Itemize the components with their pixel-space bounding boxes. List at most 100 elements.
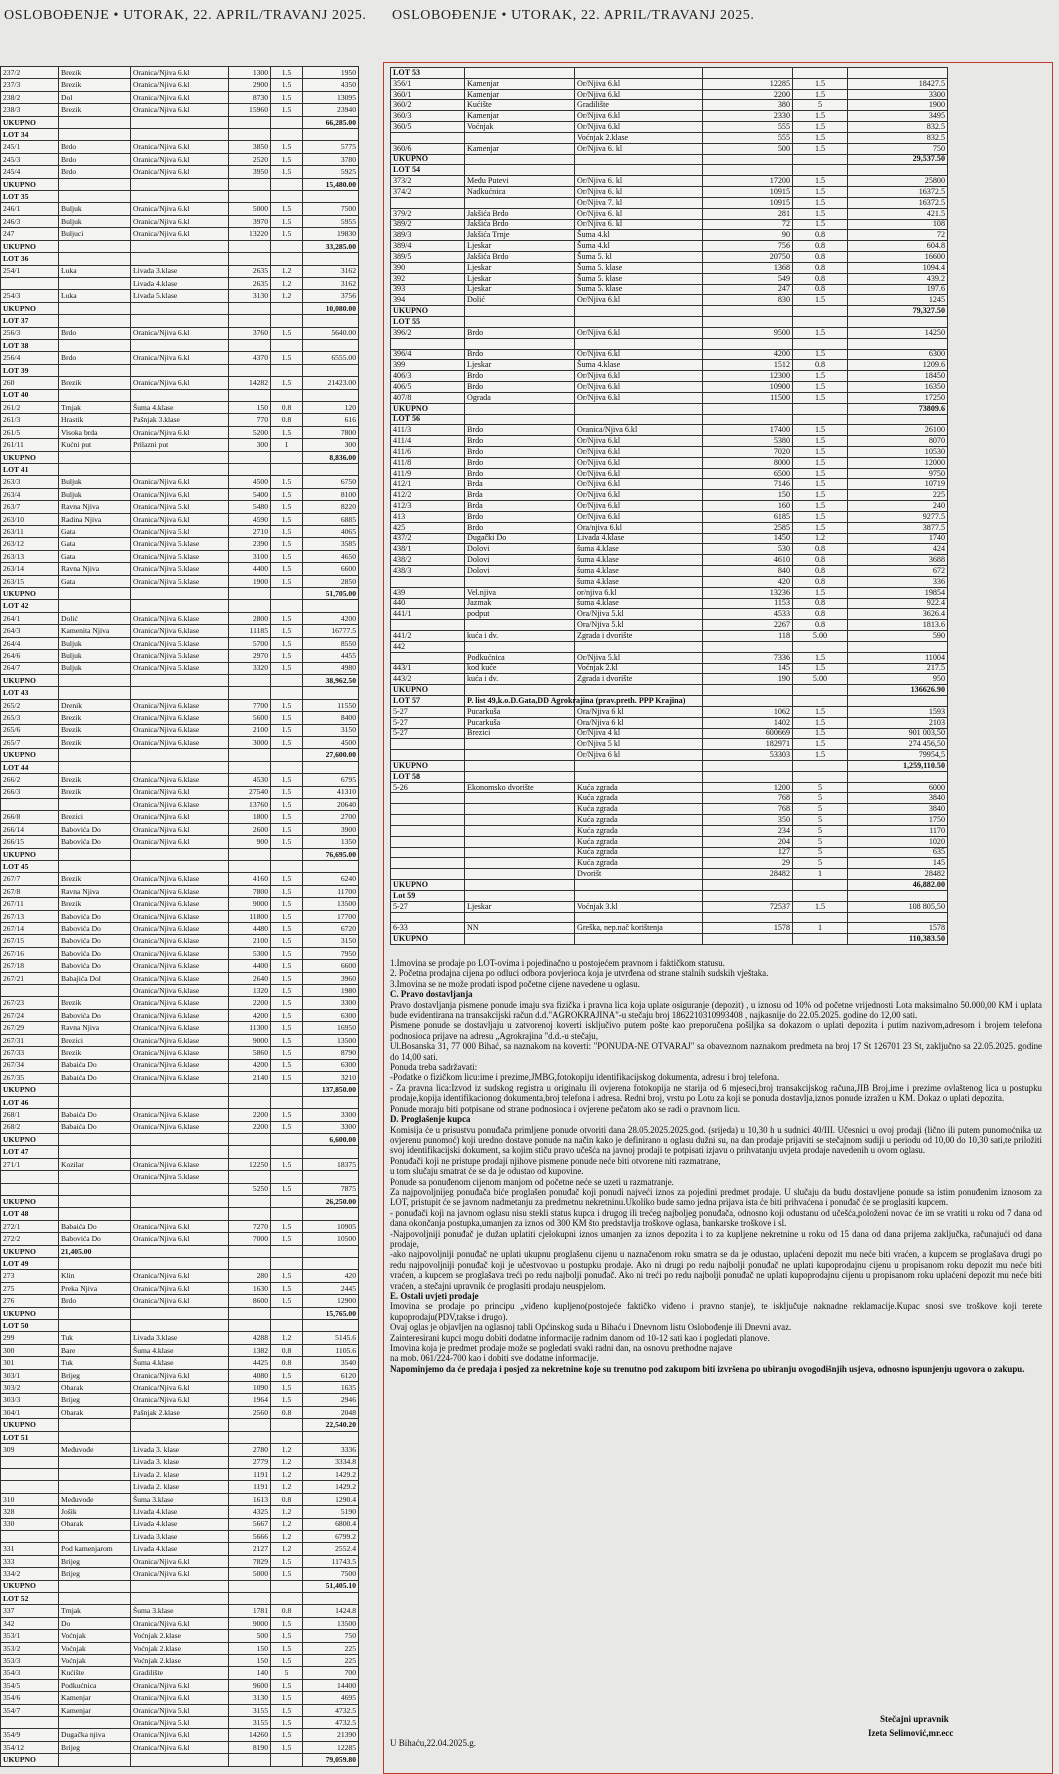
table-cell: Dol: [58, 90, 131, 105]
table-cell: UKUPNO: [0, 301, 59, 316]
table-cell: 832.5: [847, 131, 948, 144]
table-cell: Buljuk: [58, 475, 131, 489]
table-cell: 1200: [702, 781, 793, 794]
table-cell: Brezik: [58, 872, 131, 886]
table-cell: 150: [228, 1653, 271, 1668]
table-cell: 1191: [228, 1480, 271, 1494]
table-cell: [270, 239, 303, 254]
table-cell: LOT 44: [0, 760, 59, 775]
table-cell: [464, 857, 575, 870]
table-cell: 263/10: [0, 512, 59, 527]
table-cell: [130, 1306, 229, 1321]
table-cell: 264/1: [0, 611, 59, 626]
table-row: UKUPNO 51,405.10: [0, 1579, 359, 1593]
table-cell: 900: [228, 835, 271, 849]
table-cell: 13095: [302, 90, 359, 105]
table-cell: 3155: [228, 1716, 271, 1730]
table-cell: [228, 1194, 271, 1209]
table-row: 267/11 Brezik Oranica/Njiva 6.klase 9000 1.5…: [0, 897, 359, 911]
table-row: 237/3 Brezik Oranica/Njiva 6.kl 2900 1.5 4350: [0, 78, 359, 92]
table-cell: 1.5: [792, 121, 848, 133]
table-cell: [228, 1256, 271, 1271]
table-cell: 1.5: [792, 662, 848, 675]
table-cell: šuma 4.klase: [574, 543, 703, 556]
table-cell: 150: [228, 1641, 271, 1656]
table-cell: 254/3: [0, 289, 59, 303]
table-cell: Zgrada i dvorište: [574, 673, 703, 686]
table-cell: 3100: [228, 549, 271, 564]
table-cell: 354/12: [0, 1740, 59, 1755]
table-cell: 240: [847, 500, 948, 512]
table-cell: Brda: [464, 500, 575, 512]
table-row: 266/8 Brezici Oranica/Njiva 6.kl 1800 1.5 270…: [0, 810, 359, 824]
table-cell: [847, 695, 948, 707]
table-row: 354/6 Kamenjar Oranica/Njiva 6.kl 3130 1.5 46…: [0, 1691, 359, 1705]
table-cell: 4650: [302, 549, 359, 564]
table-cell: Oranica/Njiva 6.klase: [130, 1046, 229, 1060]
table-cell: Brezik: [58, 376, 131, 390]
table-cell: [0, 1182, 59, 1196]
table-cell: Trnjak: [58, 1604, 131, 1618]
table-cell: 2200: [228, 1108, 271, 1122]
table-cell: Brijeg: [58, 1393, 131, 1407]
table-cell: [702, 153, 793, 166]
table-cell: Oranica/Njiva 6.klase: [130, 934, 229, 948]
table-cell: 530: [702, 543, 793, 556]
table-cell: 374/2: [390, 186, 465, 198]
table-row: 443/2 kuća i dv. Zgrada i dvorište 190 5.00 9…: [390, 673, 948, 686]
table-cell: [228, 1095, 271, 1110]
table-cell: 412/3: [390, 500, 465, 512]
table-cell: Kuća zgrada: [574, 824, 703, 837]
table-row: 389/2 Jakšića Brdo Or/Njiva 6. kl 72 1.5 108: [390, 218, 948, 231]
table-cell: 46,882.00: [847, 879, 948, 891]
table-cell: [574, 316, 703, 328]
table-cell: [390, 911, 465, 924]
table-cell: Podkućnica: [464, 651, 575, 664]
paragraph: Ponuđači koji ne pristupe prodaji njihov…: [390, 1155, 721, 1166]
table-cell: [574, 684, 703, 697]
table-cell: 303/1: [0, 1368, 59, 1383]
table-row: LOT 55: [390, 316, 948, 328]
table-cell: 28482: [847, 868, 948, 881]
table-row: UKUPNO 21,405.00: [0, 1244, 359, 1259]
table-cell: kuća i dv.: [464, 630, 575, 642]
table-cell: 1.5: [792, 900, 848, 913]
table-cell: Oranica/Njiva 6.kl: [130, 785, 229, 799]
table-cell: [792, 402, 848, 415]
table-cell: [464, 153, 575, 166]
table-cell: 2100: [228, 934, 271, 948]
table-cell: [0, 1716, 59, 1730]
table-cell: Brezik: [58, 897, 131, 911]
table-cell: 1.2: [270, 1542, 303, 1556]
table-cell: [847, 911, 948, 924]
table-cell: 1.5: [270, 711, 303, 725]
table-row: 353/1 Voćnjak Voćnjak 2.klase 500 1.5 750: [0, 1629, 359, 1643]
table-cell: 1.5: [270, 984, 303, 998]
table-cell: 443/2: [390, 673, 465, 686]
table-cell: 1.5: [270, 1740, 303, 1755]
table-cell: Or/Njiva 6. kl: [574, 218, 703, 231]
table-cell: 6300: [847, 348, 948, 361]
table-cell: Babaića Do: [58, 1058, 131, 1072]
table-cell: [302, 1244, 359, 1259]
table-cell: 330: [0, 1517, 59, 1531]
table-cell: [270, 1244, 303, 1259]
section-heading: E. Ostali uvjeti prodaje: [390, 1291, 479, 1301]
table-row: 354/12 Brijeg Oranica/Njiva 6.kl 8190 1.5 122…: [0, 1740, 359, 1755]
table-cell: 12285: [702, 77, 793, 90]
table-row: 275 Preka Njiva Oranica/Njiva 6.kl 1630 1.5 2…: [0, 1281, 359, 1296]
table-cell: 1900: [847, 99, 948, 112]
table-cell: 1153: [702, 597, 793, 610]
table-cell: 438/1: [390, 543, 465, 556]
table-row: 5-27 Pucarkuša Ora/Njiva 6 kl 1062 1.5 1593: [390, 705, 948, 718]
table-cell: [270, 314, 303, 328]
table-cell: Ora/Njiva 5.kl: [574, 619, 703, 632]
table-cell: Šuma 5. klase: [574, 283, 703, 296]
table-cell: Babaića Do: [58, 1108, 131, 1122]
table-cell: LOT 54: [390, 164, 465, 177]
table-cell: [270, 599, 303, 613]
table-cell: [390, 738, 465, 751]
table-cell: 1.5: [270, 90, 303, 105]
table-cell: 6555.00: [302, 351, 359, 365]
table-row: 303/1 Brijeg Oranica/Njiva 6.kl 4080 1.5 6120: [0, 1368, 359, 1383]
